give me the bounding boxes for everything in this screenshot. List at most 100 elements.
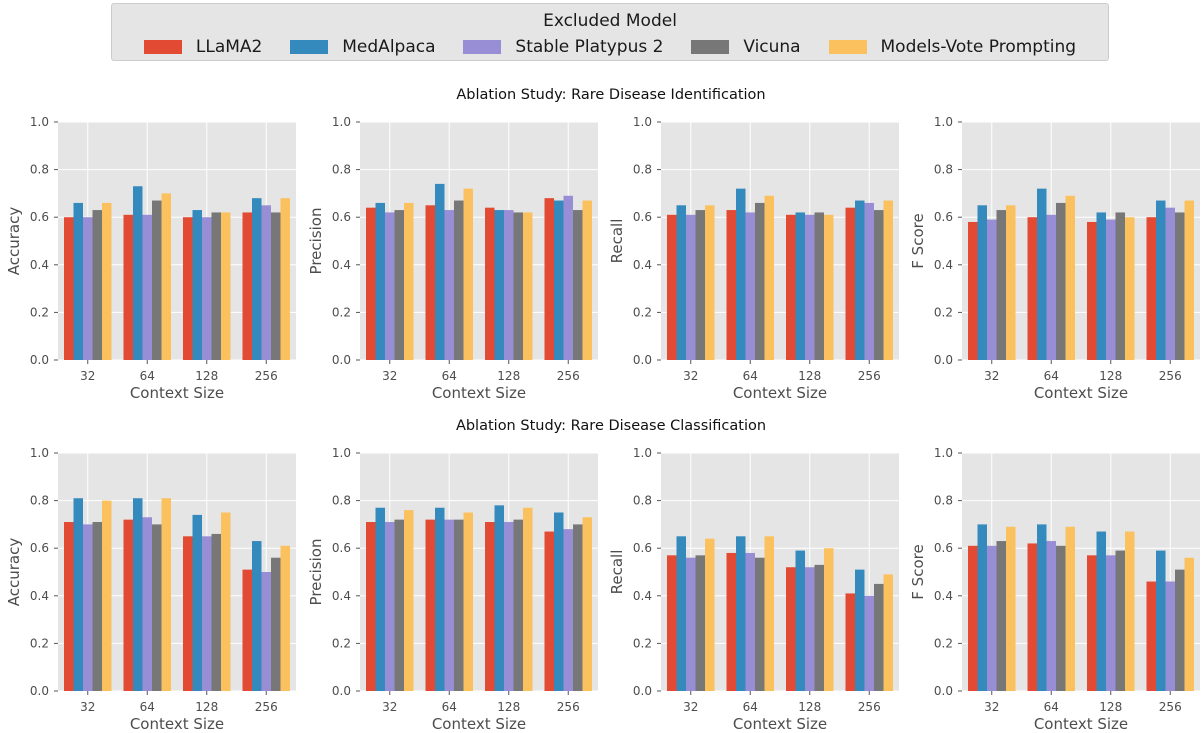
bar [435, 183, 445, 360]
bar [192, 514, 202, 691]
bar [513, 212, 523, 360]
bar [726, 210, 736, 360]
x-tick-label: 64 [140, 369, 155, 383]
y-tick-label: 0.2 [30, 305, 49, 319]
bar [968, 545, 978, 691]
bar [523, 212, 533, 360]
bar [1184, 557, 1194, 691]
bar [563, 195, 573, 360]
bar [73, 498, 83, 691]
bar [375, 202, 385, 360]
y-tick-label: 1.0 [633, 115, 652, 129]
y-tick-label: 0.0 [332, 353, 351, 367]
bar [1184, 200, 1194, 360]
bar [494, 210, 504, 360]
bar [786, 567, 796, 691]
bar [814, 212, 824, 360]
bar [667, 555, 677, 691]
bar [385, 212, 395, 360]
bar [667, 214, 677, 360]
y-tick-label: 0.4 [332, 589, 351, 603]
x-tick-label: 64 [140, 700, 155, 714]
x-tick-label: 64 [442, 369, 457, 383]
bar [64, 217, 74, 360]
bar [1037, 188, 1047, 360]
bar [1056, 545, 1066, 691]
bar [123, 214, 133, 360]
bar [385, 522, 395, 691]
bar [573, 210, 583, 360]
x-tick-label: 128 [798, 369, 821, 383]
y-tick-label: 0.8 [332, 494, 351, 508]
x-tick-label: 32 [80, 369, 95, 383]
row-title-classification: Ablation Study: Rare Disease Classificat… [456, 418, 766, 434]
bar [755, 557, 765, 691]
x-axis-label: Context Size [130, 384, 224, 402]
y-tick-label: 0.4 [633, 258, 652, 272]
bar [874, 583, 884, 691]
bar [1125, 531, 1135, 691]
y-tick-label: 0.4 [30, 589, 49, 603]
bar [280, 198, 290, 360]
legend-swatch [143, 40, 182, 54]
y-axis-label: Precision [307, 208, 325, 275]
bar [805, 567, 815, 691]
y-tick-label: 0.0 [30, 684, 49, 698]
x-tick-label: 128 [1099, 369, 1122, 383]
legend-label: LLaMA2 [195, 37, 263, 57]
bar [786, 214, 796, 360]
bar [1087, 221, 1097, 360]
x-tick-label: 32 [984, 369, 999, 383]
bar [1115, 550, 1125, 691]
bar [485, 207, 495, 360]
chart-panel-1: 0.0 0.2 0.4 0.6 0.8 1.0 32 64 128 256 Context Size… [307, 115, 598, 402]
bar [1087, 555, 1097, 691]
bar [92, 522, 102, 691]
bar [1027, 543, 1037, 691]
y-tick-label: 0.4 [332, 258, 351, 272]
x-tick-label: 128 [497, 700, 520, 714]
bar [202, 217, 212, 360]
bar [242, 569, 252, 691]
bar [425, 519, 435, 691]
bar [987, 545, 997, 691]
x-tick-label: 256 [858, 700, 881, 714]
bar [1175, 569, 1185, 691]
bar [142, 517, 152, 691]
x-tick-label: 256 [255, 700, 278, 714]
bar [454, 519, 464, 691]
bar [795, 212, 805, 360]
bar [504, 522, 514, 691]
x-tick-label: 64 [442, 700, 457, 714]
bar [726, 552, 736, 691]
y-tick-label: 1.0 [934, 446, 953, 460]
y-tick-label: 0.6 [332, 210, 351, 224]
bar [874, 210, 884, 360]
bar [202, 536, 212, 691]
bar [676, 205, 686, 360]
bar [1146, 217, 1156, 360]
legend-item-medalpaca: MedAlpaca [290, 37, 436, 57]
y-tick-label: 1.0 [332, 446, 351, 460]
bar [544, 198, 554, 360]
y-tick-label: 0.0 [30, 353, 49, 367]
bar [1046, 541, 1056, 691]
bar [64, 522, 74, 691]
bar [1096, 212, 1106, 360]
y-tick-label: 0.4 [934, 589, 953, 603]
y-tick-label: 0.0 [934, 353, 953, 367]
x-tick-label: 128 [195, 700, 218, 714]
bar [366, 522, 376, 691]
x-tick-label: 128 [195, 369, 218, 383]
bar [463, 188, 473, 360]
bar [1106, 555, 1116, 691]
bar [375, 507, 385, 691]
bar [805, 214, 815, 360]
y-tick-label: 0.8 [633, 494, 652, 508]
bar [161, 498, 171, 691]
x-tick-label: 64 [743, 369, 758, 383]
bar [1065, 526, 1075, 691]
bar [686, 214, 696, 360]
y-tick-label: 0.2 [934, 305, 953, 319]
